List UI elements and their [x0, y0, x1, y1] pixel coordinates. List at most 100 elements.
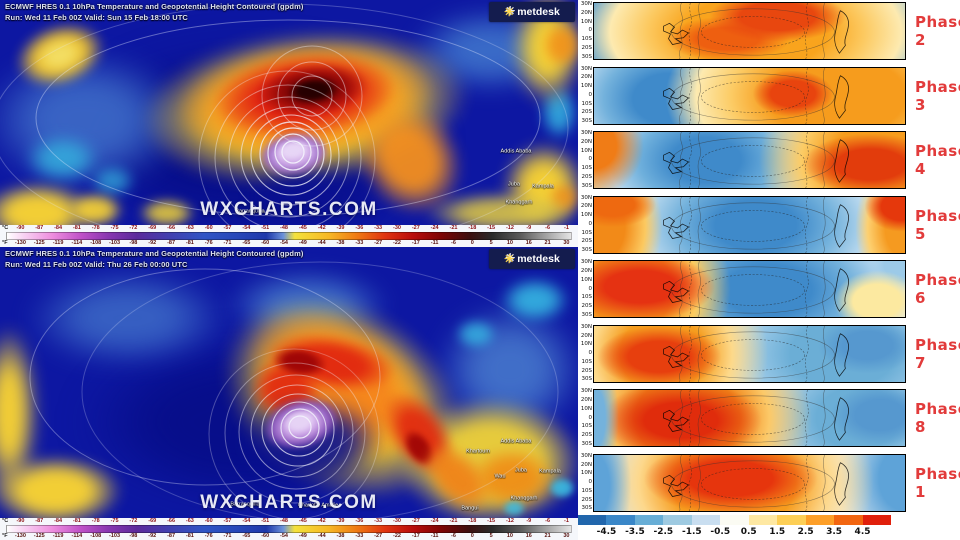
scale-tick-value: -1 [563, 518, 569, 524]
scale-tick-value: -98 [129, 239, 138, 246]
phase-map-p4 [593, 131, 906, 190]
anomaly-colorbar [578, 515, 891, 525]
scale-tick-value: -57 [223, 225, 232, 231]
scale-tick-value: -71 [223, 239, 232, 246]
scale-tick-value: -30 [393, 225, 401, 231]
scale-tick-value: -12 [505, 518, 514, 524]
scale-tick-value: -54 [242, 518, 251, 524]
scale-tick-value: 0 [470, 239, 474, 246]
scale-tick-value: -75 [110, 225, 119, 231]
scale-tick-value: -51 [261, 225, 270, 231]
scale-tick-value: -27 [411, 225, 420, 231]
latitude-axis: 30N 20N 10N 0 10S 20S 30S [578, 260, 593, 318]
scale-tick-value: -78 [91, 225, 100, 231]
scale-tick-value: -49 [298, 239, 307, 246]
latitude-tick: 30S [581, 311, 593, 318]
colorbar-segment [805, 515, 835, 525]
scale-tick-value: -90 [16, 518, 25, 524]
scale-tick-value: -9 [526, 225, 532, 231]
colorbar-segment [862, 515, 891, 525]
latitude-tick: 10S [581, 165, 593, 172]
scale-tick-value: -66 [167, 225, 176, 231]
wxcharts-watermark: WXCHARTS.COM [200, 492, 378, 513]
latitude-tick: 20S [581, 496, 593, 503]
scale-tick-value: -87 [167, 239, 176, 246]
scale-tick-value: -60 [204, 518, 213, 524]
latitude-tick: 10S [581, 100, 593, 107]
scale-tick-value: -36 [355, 518, 364, 524]
latitude-tick: 20S [581, 109, 593, 116]
colorbar-tick: -2.5 [653, 527, 674, 537]
metdesk-label: metdesk [517, 253, 560, 265]
scale-tick-value: -39 [336, 518, 345, 524]
scale-tick-value: 5 [489, 532, 493, 539]
scale-tick-value: -42 [317, 518, 326, 524]
scale-tick-value: -114 [71, 239, 83, 246]
scale-tick-value: -18 [468, 225, 477, 231]
map-bottom-city-layer: Khartoum Addis Ababa Juba Kampala Wau Khanqga… [0, 247, 578, 518]
scale-tick-value: -103 [109, 532, 121, 539]
latitude-tick: 20S [581, 238, 593, 245]
scale-tick-value: -22 [393, 239, 401, 246]
scale-tick-value: 10 [506, 532, 513, 539]
latitude-tick: 30S [581, 182, 593, 189]
latitude-tick: 0 [588, 156, 593, 163]
map-blob [25, 269, 230, 367]
latitude-tick: 30S [581, 505, 593, 512]
map-top-contours [0, 3, 569, 225]
scale-tick-value: -92 [148, 239, 157, 246]
scale-tick-value: -54 [280, 532, 288, 539]
latitude-tick: 10S [581, 487, 593, 494]
latitude-axis: 30N 20N 10N 0 10S 20S 30S [578, 1, 593, 60]
latitude-tick: 0 [588, 27, 593, 34]
scale-tick-value: -51 [261, 518, 270, 524]
scale-tick-value: -1 [563, 225, 569, 231]
scale-tick-value: -21 [449, 518, 458, 524]
map-top-canvas: Barranquilla Addis Ababa Juba Kampala Khanqg… [0, 0, 578, 225]
panel-contours [663, 390, 849, 447]
phase-map-p6 [593, 260, 906, 319]
temperature-scale: °C -90 -87 -84 -81 -78 -75 -72 -69 -66 -63 -60 -57 -5… [0, 225, 578, 247]
city-label: Addis Ababa [500, 438, 532, 445]
panel-contours [663, 261, 849, 318]
city-label: Khartoum [466, 448, 490, 455]
scale-unit-label: °C [2, 225, 9, 231]
latitude-tick: 20S [581, 432, 593, 439]
scale-tick-value: -114 [71, 532, 83, 539]
scale-tick-value: -81 [72, 518, 81, 524]
scale-unit-label: °F [2, 239, 8, 246]
scale-tick-value: -33 [355, 532, 364, 539]
map-blob [500, 277, 570, 323]
scale-tick-value: -48 [280, 225, 288, 231]
scale-tick-value: -130 [14, 239, 26, 246]
scale-row-fahrenheit: °F -130 -125 -119 -114 -108 -103 -98 -92 -87 -81 -7… [2, 239, 576, 247]
latitude-tick: 0 [588, 91, 593, 98]
scale-tick-value: -81 [185, 532, 194, 539]
city-label: Barranquilla [235, 208, 265, 215]
latitude-tick: 20N [580, 332, 592, 339]
latitude-tick: 20S [581, 44, 593, 51]
scale-tick-value: -6 [545, 225, 551, 231]
latitude-tick: 20S [581, 303, 593, 309]
scale-tick-value: -130 [14, 532, 26, 539]
colorbar-tick: 3.5 [826, 527, 843, 537]
map-blob [0, 455, 123, 518]
panel-contours [663, 454, 849, 511]
maps-column: Barranquilla Addis Ababa Juba Kampala Khanqg… [0, 0, 578, 540]
wxcharts-watermark: WXCHARTS.COM [200, 199, 378, 220]
latitude-axis: 30N 20N 10N 0 10S 20S 30S [578, 453, 593, 512]
scale-gradient-bar [6, 232, 572, 240]
scale-tick-value: -48 [280, 518, 288, 524]
scale-tick-value: -27 [374, 239, 383, 246]
anomaly-colorbar-ticks: -4.5 -3.5 -2.5 -1.5 -0.5 0.5 1.5 2.5 3.5 4.5 [578, 527, 891, 538]
scale-tick-value: -21 [449, 225, 458, 231]
map-blob [548, 477, 576, 499]
phase-rows: 30N20N10N010S20S30SPhase 230N20N10N010S2… [578, 0, 960, 512]
scale-tick-value: 30 [563, 239, 570, 246]
colorbar-segment [777, 515, 806, 525]
scale-tick-value: -125 [33, 239, 45, 246]
map-blob [138, 198, 196, 225]
scale-tick-value: -81 [72, 225, 81, 231]
colorbar-segment [748, 515, 778, 525]
